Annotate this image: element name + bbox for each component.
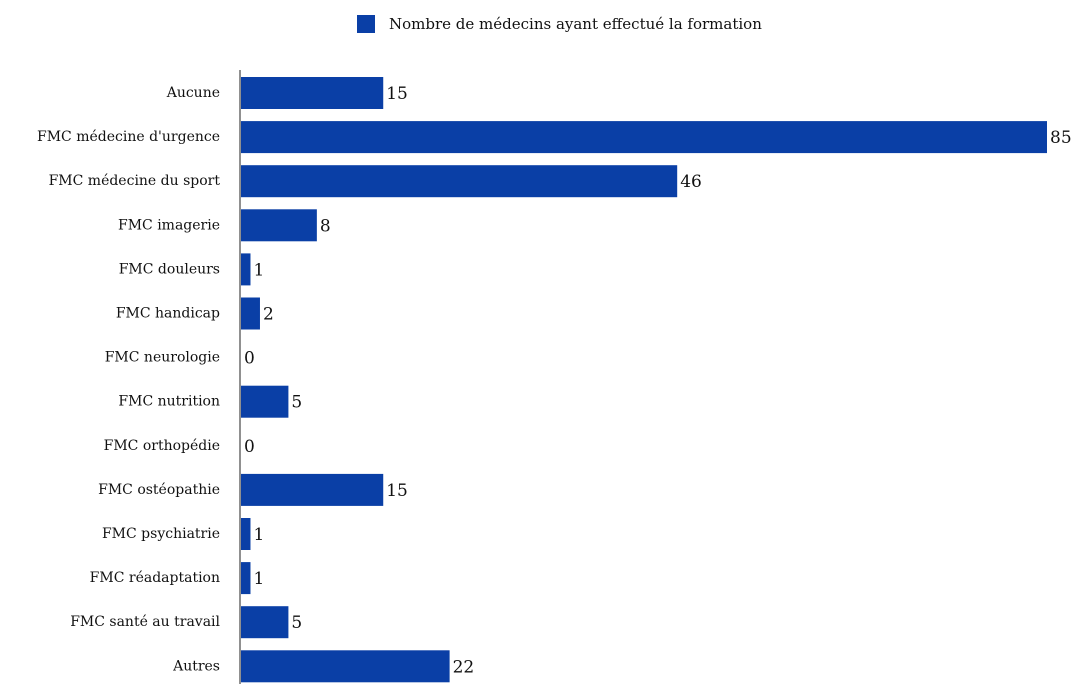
category-label: FMC psychiatrie (102, 526, 220, 542)
bar (241, 562, 251, 595)
value-label: 5 (291, 613, 302, 633)
legend-swatch (357, 15, 375, 33)
category-label: FMC médecine d'urgence (37, 129, 220, 145)
category-label: FMC orthopédie (104, 438, 220, 454)
category-label: Aucune (166, 85, 220, 101)
bar (241, 385, 289, 418)
category-label: Autres (172, 658, 220, 674)
bar (241, 518, 251, 550)
value-label: 1 (253, 569, 264, 589)
legend: Nombre de médecins ayant effectué la for… (357, 12, 762, 36)
category-label: FMC neurologie (105, 350, 220, 366)
bar (241, 77, 384, 109)
value-label: 15 (386, 481, 408, 501)
bar (241, 121, 1047, 154)
bar (241, 606, 289, 639)
value-label: 8 (320, 216, 331, 236)
category-label: FMC handicap (116, 306, 220, 322)
value-label: 1 (253, 260, 264, 280)
legend-label: Nombre de médecins ayant effectué la for… (389, 15, 762, 33)
value-label: 22 (453, 657, 475, 677)
value-label: 0 (244, 349, 255, 369)
category-label: FMC médecine du sport (49, 173, 221, 189)
value-label: 1 (253, 525, 264, 545)
value-label: 0 (244, 437, 255, 457)
value-label: 46 (680, 172, 702, 192)
category-label: FMC imagerie (118, 217, 220, 233)
category-label: FMC ostéopathie (98, 482, 220, 498)
value-label: 85 (1050, 128, 1072, 148)
value-label: 2 (263, 305, 274, 325)
bar (241, 165, 678, 198)
bar (241, 297, 260, 330)
category-label: FMC santé au travail (70, 614, 220, 630)
bar (241, 473, 384, 506)
bar (241, 209, 317, 242)
category-label: FMC nutrition (118, 394, 220, 410)
bar (241, 650, 450, 683)
category-label: FMC douleurs (119, 261, 220, 277)
bar (241, 253, 251, 286)
category-label: FMC réadaptation (90, 570, 220, 586)
value-label: 15 (386, 84, 408, 104)
value-label: 5 (291, 393, 302, 413)
